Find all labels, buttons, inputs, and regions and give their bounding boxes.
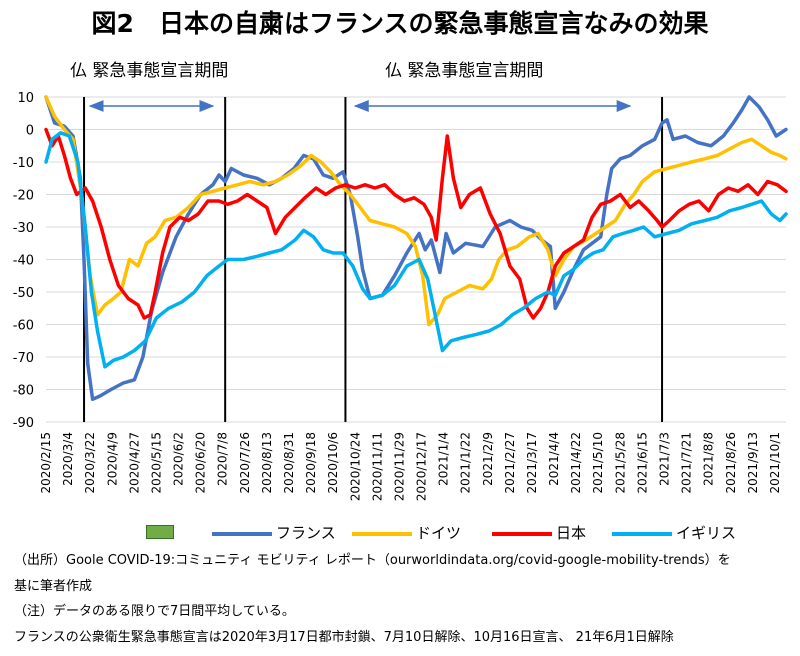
period-label-second: 仏 緊急事態宣言期間 <box>385 61 544 81</box>
x-tick-label: 2020/6/20 <box>194 432 208 494</box>
x-tick-label: 2021/5/28 <box>613 432 627 494</box>
x-tick-label: 2021/7/3 <box>658 432 672 486</box>
x-tick-label: 2020/9/18 <box>304 432 318 494</box>
x-tick-label: 2020/7/8 <box>216 432 230 486</box>
legend-label-france: フランス <box>276 524 336 542</box>
legend-swatch-uk <box>612 531 672 536</box>
x-tick-label: 2021/2/27 <box>503 432 517 494</box>
x-tick-label: 2021/4/22 <box>569 432 583 494</box>
legend-item-uk: イギリス <box>612 522 736 543</box>
x-tick-label: 2020/10/6 <box>326 432 340 494</box>
chart-title: 図2 日本の自粛はフランスの緊急事態宣言なみの効果 <box>91 9 709 38</box>
legend-item-japan: 日本 <box>492 522 586 543</box>
x-tick-label: 2020/7/26 <box>238 432 252 494</box>
y-tick-label: -90 <box>13 416 34 431</box>
average-note: （注）データのある限りで7日間平均している。 <box>14 604 295 619</box>
legend-item-germany: ドイツ <box>352 522 461 543</box>
legend-swatch-germany <box>352 531 412 536</box>
source-note-line1: （出所）Goole COVID-19:コミュニティ モビリティ レポート（our… <box>14 553 731 568</box>
legend-label-uk: イギリス <box>676 524 737 542</box>
x-tick-label: 2020/8/31 <box>282 432 296 494</box>
y-tick-label: -60 <box>13 319 34 334</box>
legend-item-extra <box>146 522 178 540</box>
y-tick-label: 10 <box>17 91 34 106</box>
legend-swatch-extra <box>146 524 174 539</box>
x-tick-label: 2021/10/1 <box>768 432 782 494</box>
x-tick-label: 2020/12/17 <box>415 432 429 501</box>
x-tick-label: 2021/1/4 <box>437 432 451 486</box>
x-tick-label: 2020/8/13 <box>260 432 274 494</box>
x-tick-label: 2021/8/26 <box>724 432 738 494</box>
period-label-first: 仏 緊急事態宣言期間 <box>70 61 229 81</box>
x-tick-label: 2020/4/27 <box>127 432 141 494</box>
x-tick-label: 2021/6/15 <box>635 432 649 494</box>
y-tick-label: -20 <box>13 189 34 204</box>
legend-swatch-france <box>212 531 272 536</box>
series-line-uk <box>44 131 788 369</box>
x-tick-label: 2021/9/13 <box>746 432 760 494</box>
x-tick-label: 2020/5/15 <box>149 432 163 494</box>
legend-label-germany: ドイツ <box>416 524 462 542</box>
x-tick-label: 2020/10/24 <box>348 432 362 501</box>
y-tick-label: -70 <box>13 351 34 366</box>
x-tick-label: 2021/8/8 <box>702 432 716 486</box>
x-tick-label: 2020/2/15 <box>39 432 53 494</box>
france-emergency-note: フランスの公衆衛生緊急事態宣言は2020年3月17日都市封鎖、7月10日解除、1… <box>14 630 674 645</box>
x-tick-label: 2020/11/29 <box>392 432 406 501</box>
x-tick-label: 2021/7/21 <box>680 432 694 494</box>
x-tick-label: 2020/11/11 <box>370 432 384 501</box>
x-tick-label: 2021/3/17 <box>525 432 539 494</box>
series-line-japan <box>44 127 788 320</box>
x-tick-label: 2021/5/10 <box>591 432 605 494</box>
y-tick-label: -80 <box>13 384 34 399</box>
legend-label-japan: 日本 <box>556 524 587 542</box>
legend-swatch-japan <box>492 531 552 536</box>
legend-item-france: フランス <box>212 522 336 543</box>
x-tick-label: 2021/2/9 <box>481 432 495 486</box>
x-tick-label: 2021/4/4 <box>547 432 561 486</box>
y-tick-label: -10 <box>13 156 34 171</box>
x-tick-label: 2021/1/22 <box>459 432 473 494</box>
line-chart: 10 0 -10 -20 -30 -40 -50 -60 -70 -80 -90 2020/2/15 2… <box>13 91 788 501</box>
y-tick-label: -50 <box>13 286 34 301</box>
y-tick-label: 0 <box>26 124 34 139</box>
x-tick-label: 2020/3/4 <box>61 432 75 486</box>
source-note-line2: 基に筆者作成 <box>14 579 93 594</box>
x-tick-label: 2020/6/2 <box>172 432 186 486</box>
x-tick-label: 2020/3/22 <box>83 432 97 494</box>
x-tick-label: 2020/4/9 <box>105 432 119 486</box>
y-tick-label: -30 <box>13 221 34 236</box>
y-tick-label: -40 <box>13 254 34 269</box>
